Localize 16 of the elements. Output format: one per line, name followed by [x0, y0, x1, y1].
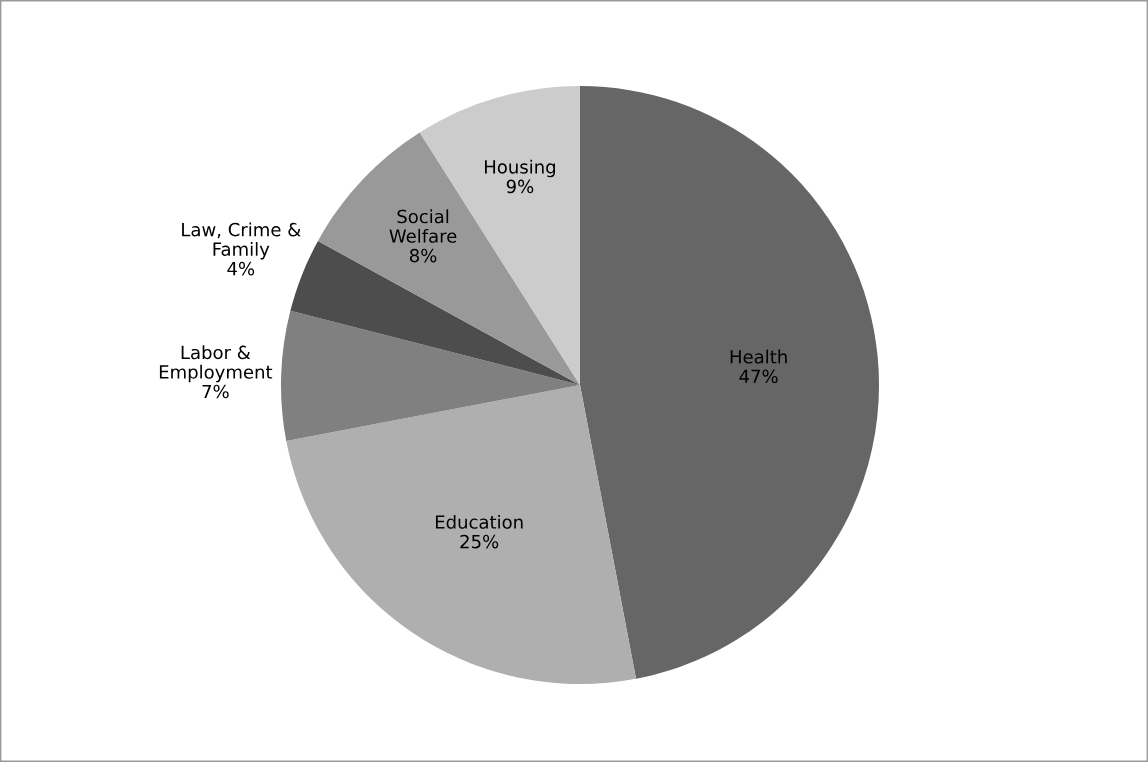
pie-slice	[280, 310, 580, 442]
data-label: 7%	[202, 384, 229, 399]
slice-label: Social Welfare	[389, 209, 457, 243]
pie-slice	[580, 85, 879, 679]
slice-label: Labor & Employment	[159, 345, 273, 383]
slice-label: Health	[730, 349, 787, 364]
data-label: 8%	[409, 248, 437, 263]
data-label: 25%	[460, 534, 499, 549]
slice-label: Law, Crime & Family	[182, 222, 301, 260]
data-label: 47%	[739, 369, 778, 384]
slice-label: Housing	[485, 159, 555, 178]
slice-label: Education	[435, 514, 523, 529]
data-label: 9%	[506, 179, 534, 194]
pie-slice	[286, 385, 637, 684]
pie-slice	[317, 132, 580, 385]
data-label: 4%	[227, 261, 255, 276]
